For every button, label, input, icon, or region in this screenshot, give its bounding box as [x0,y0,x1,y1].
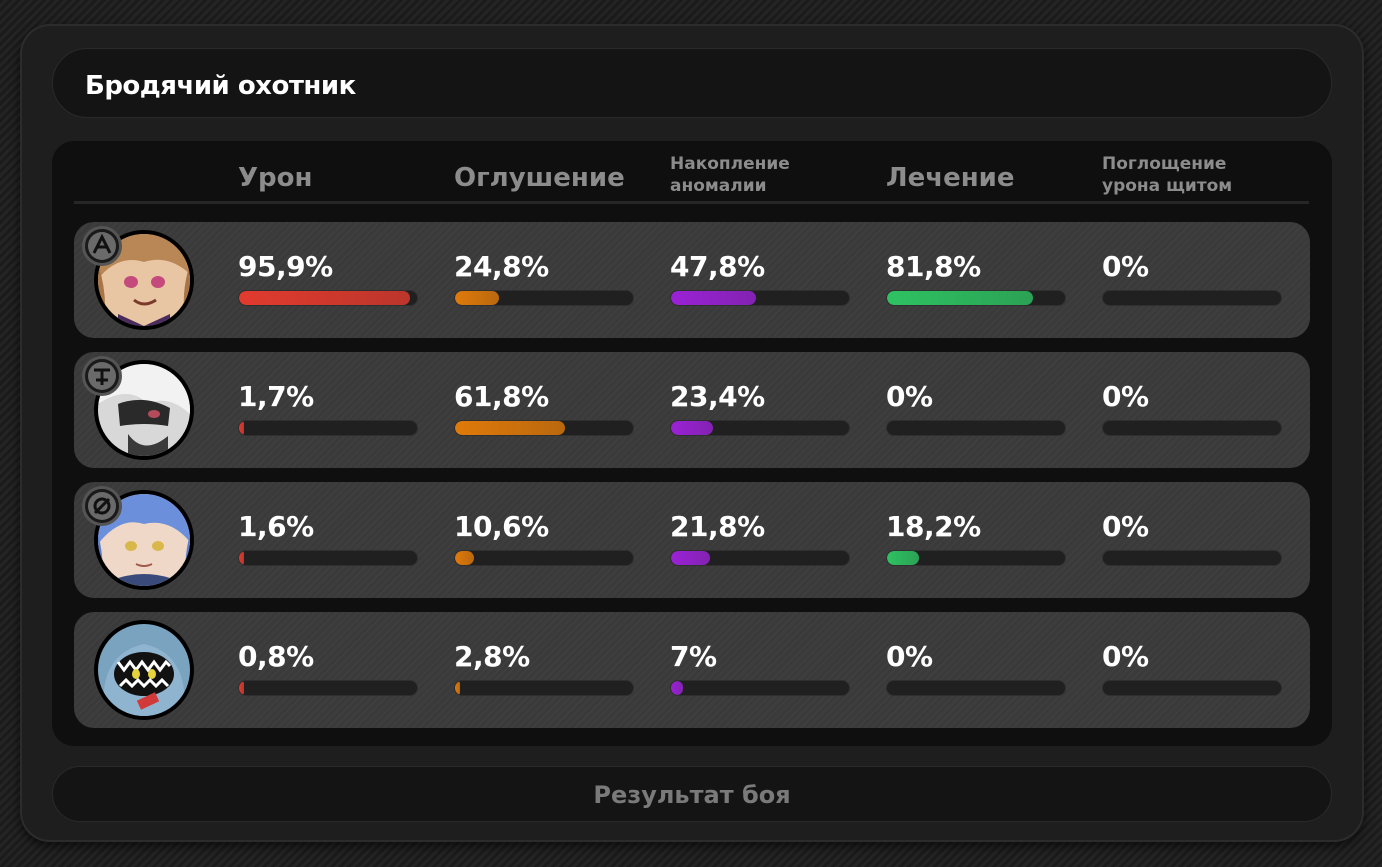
stun-cell: 2,8% [454,640,634,696]
stun-cell: 24,8% [454,250,634,306]
shield-bar [1102,290,1282,306]
table-header: Урон Оглушение Накопление аномалии Лечен… [52,141,1332,205]
title-bar: Бродячий охотник [52,48,1332,118]
anomaly-value: 47,8% [670,250,765,283]
damage-bar [238,420,418,436]
column-header-shield: Поглощение урона щитом [1102,154,1233,196]
shield-value: 0% [1102,510,1149,543]
healing-cell: 0% [886,380,1066,436]
healing-cell: 81,8% [886,250,1066,306]
anomaly-bar [670,420,850,436]
stun-bar-fill [455,291,500,305]
damage-bar-fill [239,681,245,695]
character-2-portrait [94,360,194,460]
anomaly-bar-fill [671,291,757,305]
damage-bar-fill [239,551,245,565]
table-row[interactable]: 95,9% 24,8% 47,8% 81,8% 0% [74,222,1310,338]
anomaly-cell: 23,4% [670,380,850,436]
healing-value: 0% [886,380,933,413]
stats-table: Урон Оглушение Накопление аномалии Лечен… [52,141,1332,746]
damage-cell: 0,8% [238,640,418,696]
shield-cell: 0% [1102,510,1282,566]
shield-cell: 0% [1102,250,1282,306]
stun-value: 61,8% [454,380,549,413]
shield-value: 0% [1102,380,1149,413]
anomaly-bar-fill [671,681,684,695]
healing-value: 81,8% [886,250,981,283]
anomaly-bar-fill [671,421,713,435]
stun-value: 2,8% [454,640,530,673]
healing-bar [886,680,1066,696]
damage-value: 0,8% [238,640,314,673]
damage-value: 1,6% [238,510,314,543]
stun-value: 24,8% [454,250,549,283]
stun-bar [454,680,634,696]
column-header-damage: Урон [238,163,313,193]
stun-class-icon [82,356,122,396]
shield-cell: 0% [1102,640,1282,696]
damage-bar [238,550,418,566]
shield-bar [1102,680,1282,696]
table-row[interactable]: 1,7% 61,8% 23,4% 0% 0% [74,352,1310,468]
healing-value: 0% [886,640,933,673]
stun-bar-fill [455,681,461,695]
damage-value: 95,9% [238,250,333,283]
shield-value: 0% [1102,640,1149,673]
attack-class-icon [82,226,122,266]
anomaly-cell: 47,8% [670,250,850,306]
damage-bar [238,680,418,696]
stun-cell: 10,6% [454,510,634,566]
healing-value: 18,2% [886,510,981,543]
stun-value: 10,6% [454,510,549,543]
shield-bar [1102,420,1282,436]
stun-bar-fill [455,421,565,435]
column-header-healing: Лечение [886,163,1015,193]
healing-cell: 0% [886,640,1066,696]
battle-result-label: Результат боя [593,781,791,809]
stun-bar [454,290,634,306]
anomaly-value: 7% [670,640,717,673]
stun-bar [454,550,634,566]
column-header-anomaly: Накопление аномалии [670,154,790,196]
shield-cell: 0% [1102,380,1282,436]
healing-bar-fill [887,291,1033,305]
healing-bar-fill [887,551,920,565]
damage-cell: 1,7% [238,380,418,436]
anomaly-bar [670,680,850,696]
healing-bar [886,290,1066,306]
damage-bar-fill [239,291,410,305]
healing-bar [886,550,1066,566]
shield-bar [1102,550,1282,566]
healing-bar [886,420,1066,436]
bangboo-shark-portrait [94,620,194,720]
damage-cell: 1,6% [238,510,418,566]
battle-result-button[interactable]: Результат боя [52,766,1332,822]
stun-bar-fill [455,551,474,565]
header-divider [74,201,1309,204]
anomaly-cell: 7% [670,640,850,696]
shield-value: 0% [1102,250,1149,283]
stun-cell: 61,8% [454,380,634,436]
damage-bar-fill [239,421,245,435]
anomaly-bar-fill [671,551,710,565]
table-row[interactable]: 0,8% 2,8% 7% 0% 0% [74,612,1310,728]
column-header-stun: Оглушение [454,163,625,193]
healing-cell: 18,2% [886,510,1066,566]
page-title: Бродячий охотник [85,71,356,101]
anomaly-cell: 21,8% [670,510,850,566]
anomaly-value: 23,4% [670,380,765,413]
damage-cell: 95,9% [238,250,418,306]
table-row[interactable]: 1,6% 10,6% 21,8% 18,2% 0% [74,482,1310,598]
anomaly-value: 21,8% [670,510,765,543]
damage-value: 1,7% [238,380,314,413]
damage-bar [238,290,418,306]
stun-bar [454,420,634,436]
battle-stats-panel: Бродячий охотник Урон Оглушение Накоплен… [20,24,1364,842]
anomaly-bar [670,290,850,306]
anomaly-bar [670,550,850,566]
support-class-icon [82,486,122,526]
